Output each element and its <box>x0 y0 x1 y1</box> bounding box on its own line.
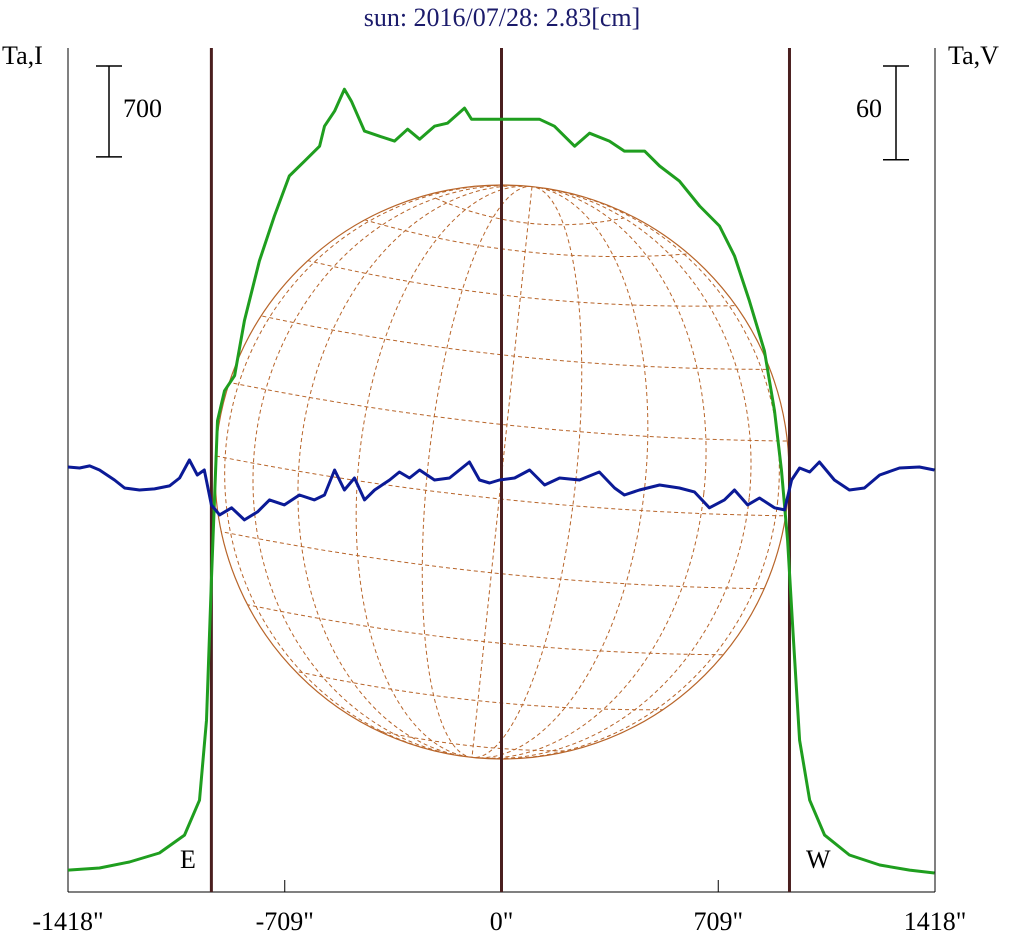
parallel <box>363 219 690 258</box>
parallel <box>212 378 805 442</box>
parallel <box>377 749 566 777</box>
parallel <box>248 312 783 370</box>
x-tick-label: 709" <box>693 907 743 936</box>
chart-title: sun: 2016/07/28: 2.83[cm] <box>364 3 641 32</box>
y2-axis-label: Ta,V <box>948 41 999 70</box>
x-tick-label: 0" <box>490 907 514 936</box>
series-line <box>67 458 935 522</box>
scale-bar-label: 60 <box>856 94 882 123</box>
parallel <box>197 526 789 590</box>
x-tick-label: 1418" <box>904 907 967 936</box>
parallel <box>218 598 753 656</box>
y-axis-label: Ta,I <box>2 41 43 70</box>
scale-bar-label: 700 <box>123 94 162 123</box>
x-tick-label: -709" <box>256 907 314 936</box>
parallel <box>300 258 744 307</box>
annotation: E <box>180 845 196 874</box>
x-tick-label: -1418" <box>32 907 103 936</box>
meridian <box>355 185 649 759</box>
parallel <box>257 661 702 711</box>
series-line <box>67 87 935 875</box>
parallel <box>195 451 807 517</box>
parallel <box>435 197 624 226</box>
annotation: W <box>806 845 831 874</box>
